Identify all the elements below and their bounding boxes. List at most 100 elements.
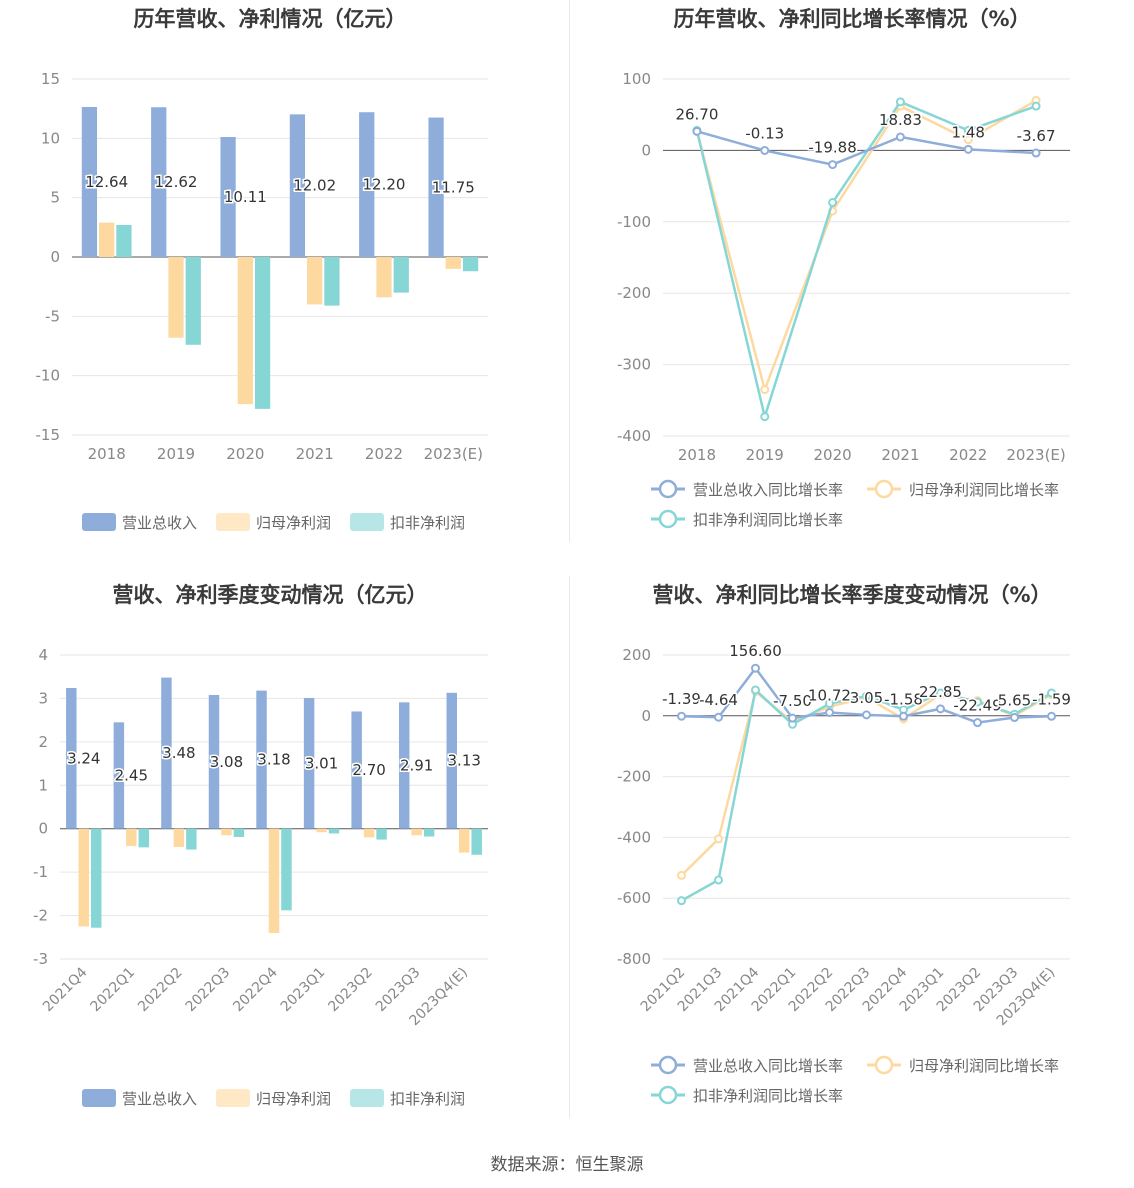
bar <box>324 257 340 306</box>
data-point <box>1047 688 1056 698</box>
data-point <box>714 875 723 885</box>
data-label: 3.48 <box>162 744 195 762</box>
bar <box>220 137 236 257</box>
data-point <box>1031 148 1041 158</box>
chart-title: 历年营收、净利情况（亿元） <box>134 7 407 31</box>
y-tick-label: -800 <box>617 950 651 968</box>
bar <box>233 828 245 837</box>
data-label: 2.45 <box>115 767 148 785</box>
x-tick-label: 2022Q1 <box>88 965 139 1016</box>
data-label: 156.60 <box>729 642 782 660</box>
bar <box>307 257 323 305</box>
bar <box>359 112 375 257</box>
x-tick-label: 2021Q4 <box>40 964 91 1015</box>
y-tick-label: -600 <box>617 889 651 907</box>
bar <box>393 257 409 293</box>
legend-label: 营业总收入同比增长率 <box>693 481 843 499</box>
bar <box>168 257 184 338</box>
annual-growth-rate-chart: 历年营收、净利同比增长率情况（%） 100 0 -100 -200 -300 -400 201… <box>567 0 1134 560</box>
data-label: 2.70 <box>352 761 385 779</box>
data-label: 2.91 <box>400 757 433 775</box>
chart-svg: 营收、净利季度变动情况（亿元）43210-1-2-32021Q42022Q120… <box>33 583 488 1108</box>
legend-label: 营业总收入 <box>122 514 197 532</box>
divider-top <box>569 0 570 542</box>
bar <box>351 711 362 829</box>
y-tick-label: -10 <box>36 367 61 385</box>
data-point <box>899 711 908 721</box>
data-label: 3.18 <box>257 751 290 769</box>
bar <box>116 224 132 257</box>
series-line <box>680 687 1053 902</box>
bar <box>411 828 422 836</box>
y-tick-label: 0 <box>641 707 651 725</box>
legend-swatch <box>82 513 116 531</box>
data-label: 3.08 <box>210 753 243 771</box>
x-tick-label: 2018 <box>678 446 716 464</box>
bar <box>126 828 137 847</box>
y-tick-label: -200 <box>617 284 651 302</box>
bar <box>237 257 253 405</box>
data-point <box>963 135 973 145</box>
x-tick-label: 2023(E) <box>424 445 483 463</box>
data-label: 3.13 <box>448 752 481 770</box>
data-label: -1.58 <box>884 690 923 708</box>
data-label: 11.75 <box>432 178 475 196</box>
bar <box>268 828 280 933</box>
x-tick-label: 2020 <box>226 445 264 463</box>
bar <box>186 828 197 850</box>
x-tick-label: 2018 <box>88 445 126 463</box>
y-tick-label: 5 <box>50 189 60 207</box>
bar <box>138 828 150 848</box>
y-tick-label: -3 <box>33 950 48 968</box>
x-tick-label: 2023Q2 <box>325 965 376 1016</box>
data-point <box>936 688 945 698</box>
data-point <box>862 691 871 701</box>
legend-swatch <box>350 513 384 531</box>
data-point <box>1031 101 1041 111</box>
bar <box>471 828 482 855</box>
data-label: -1.59 <box>1032 690 1071 708</box>
data-point <box>760 412 770 422</box>
data-point <box>677 711 686 721</box>
y-tick-label: 4 <box>38 646 48 664</box>
bar <box>161 677 172 829</box>
quarterly-revenue-profit-chart: 营收、净利季度变动情况（亿元） 4 3 2 1 0 -1 -2 -3 2021Q4 2022Q1 20… <box>0 576 567 1136</box>
data-point <box>828 198 838 208</box>
data-label: 3.05 <box>850 689 883 707</box>
bar <box>281 828 292 911</box>
legend-marker <box>874 1055 894 1075</box>
y-tick-label: 0 <box>641 141 651 159</box>
y-tick-label: -200 <box>617 768 651 786</box>
data-point <box>825 708 834 718</box>
data-point <box>825 699 834 709</box>
y-tick-label: 2 <box>38 733 48 751</box>
annual-revenue-profit-chart: 历年营收、净利情况（亿元） 15 10 5 0 -5 -10 -15 2018 2019 2020 2… <box>0 0 567 560</box>
chart-svg: 历年营收、净利情况（亿元） 15 10 5 0 -5 -10 -15 2018 2019 2020 2… <box>36 7 488 532</box>
y-tick-label: -100 <box>617 213 651 231</box>
chart-title: 历年营收、净利同比增长率情况（%） <box>673 7 1030 31</box>
data-point <box>788 713 797 723</box>
y-tick-label: 1 <box>38 776 48 794</box>
data-source-footer: 数据来源：恒生聚源 <box>490 1155 644 1175</box>
data-label: -22.49 <box>953 697 1001 715</box>
legend-marker <box>874 479 894 499</box>
data-label: 26.70 <box>675 105 718 123</box>
data-point <box>714 834 723 844</box>
chart-svg: 营收、净利同比增长率季度变动情况（%） 200 0 -200 -400 -600 -800 2… <box>617 583 1072 1105</box>
data-point <box>1047 711 1056 721</box>
bar <box>316 828 327 833</box>
data-label: -19.88 <box>808 139 856 157</box>
data-label: -4.64 <box>699 691 738 709</box>
bar <box>423 828 435 837</box>
chart-title: 营收、净利同比增长率季度变动情况（%） <box>652 583 1051 607</box>
bar <box>398 702 410 829</box>
data-label: 5.65 <box>998 692 1031 710</box>
bar <box>328 828 340 834</box>
data-point <box>862 710 871 720</box>
series-line <box>695 100 1037 422</box>
data-point <box>973 697 982 707</box>
x-tick-label: 2022Q2 <box>135 965 186 1016</box>
bar <box>208 694 220 829</box>
bar <box>458 828 470 853</box>
y-tick-label: -300 <box>617 356 651 374</box>
